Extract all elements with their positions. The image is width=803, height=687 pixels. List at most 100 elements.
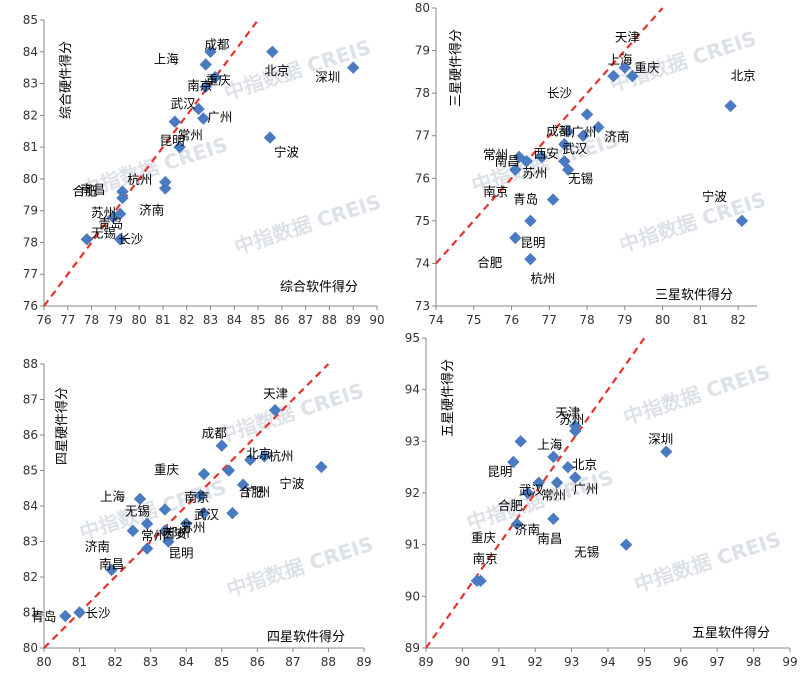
data-label: 重庆: [206, 73, 232, 88]
x-tick-label: 90: [369, 313, 384, 327]
data-point: [197, 467, 211, 481]
data-label: 济南: [85, 539, 110, 554]
x-axis-label: 综合软件得分: [280, 279, 358, 295]
data-label: 宁波: [702, 189, 728, 204]
data-point: [204, 45, 217, 58]
data-point: [509, 231, 522, 245]
x-tick-label: 77: [542, 313, 557, 327]
data-point: [80, 233, 94, 246]
data-label: 上海: [607, 52, 633, 67]
y-tick-label: 84: [23, 45, 38, 59]
y-tick-label: 80: [415, 1, 430, 15]
x-tick-label: 80: [132, 313, 147, 327]
x-tick-label: 79: [617, 313, 632, 327]
x-tick-label: 88: [321, 655, 336, 669]
data-label: 昆明: [160, 133, 185, 148]
data-label: 苏州: [91, 205, 116, 220]
data-point: [126, 524, 140, 538]
x-tick-label: 78: [84, 313, 99, 327]
data-label: 北京: [246, 446, 271, 461]
data-label: 苏州: [559, 412, 584, 427]
data-point: [105, 563, 118, 577]
y-axis-label: 综合硬件得分: [58, 41, 74, 119]
data-label: 武汉: [194, 507, 220, 522]
data-point: [59, 609, 72, 623]
y-tick-label: 75: [415, 214, 430, 228]
x-axis-label: 四星软件得分: [267, 629, 345, 645]
data-label: 无锡: [125, 504, 150, 519]
y-tick-label: 95: [405, 331, 420, 345]
watermark-text: 中指数据 CREIS: [631, 527, 784, 597]
y-tick-label: 80: [23, 641, 38, 655]
data-point: [133, 492, 147, 506]
data-point: [521, 486, 535, 500]
data-label: 广州: [245, 485, 270, 500]
data-label: 重庆: [634, 60, 660, 75]
data-label: 南昌: [495, 153, 520, 168]
y-tick-label: 78: [23, 235, 38, 249]
data-point: [158, 503, 172, 516]
y-tick-label: 90: [405, 589, 420, 603]
data-label: 北京: [731, 68, 756, 83]
data-label: 南昌: [99, 557, 124, 572]
data-point: [162, 535, 175, 548]
x-tick-label: 76: [504, 313, 519, 327]
data-point: [168, 115, 182, 128]
x-tick-label: 85: [250, 313, 265, 327]
data-point: [535, 150, 548, 164]
data-label: 杭州: [268, 448, 293, 463]
x-tick-label: 94: [600, 655, 615, 669]
data-point: [569, 471, 582, 484]
y-tick-label: 82: [23, 108, 38, 122]
data-label: 青岛: [513, 192, 538, 207]
y-axis-label: 四星硬件得分: [54, 387, 70, 465]
data-point: [620, 538, 633, 551]
data-label: 成都: [205, 37, 231, 52]
data-point: [524, 252, 537, 266]
data-label: 天津: [615, 30, 640, 45]
y-tick-label: 77: [23, 267, 38, 281]
x-tick-label: 80: [36, 655, 51, 669]
y-tick-label: 89: [405, 641, 420, 655]
x-tick-label: 88: [322, 313, 337, 327]
data-label: 深圳: [315, 70, 340, 85]
data-point: [510, 517, 524, 531]
data-point: [550, 476, 564, 489]
data-point: [73, 606, 86, 619]
y-tick-label: 84: [23, 499, 38, 513]
y-tick-label: 92: [405, 486, 420, 500]
y-tick-label: 74: [415, 256, 430, 270]
data-label: 南京: [483, 184, 508, 199]
data-point: [607, 69, 620, 83]
data-point: [569, 419, 582, 433]
x-tick-label: 82: [179, 313, 194, 327]
data-label: 长沙: [86, 606, 112, 621]
data-point: [194, 489, 207, 502]
data-point: [199, 58, 212, 71]
data-label: 常州: [483, 147, 508, 162]
data-label: 武汉: [171, 96, 197, 111]
data-label: 重庆: [154, 462, 180, 477]
x-tick-label: 82: [107, 655, 122, 669]
x-tick-label: 95: [637, 655, 652, 669]
data-label: 长沙: [118, 231, 144, 246]
data-label: 杭州: [127, 172, 152, 187]
data-label: 昆明: [520, 235, 545, 250]
y-tick-label: 77: [415, 129, 430, 143]
x-tick-label: 84: [179, 655, 194, 669]
data-point: [140, 517, 154, 530]
x-tick-label: 86: [274, 313, 289, 327]
data-point: [158, 524, 172, 538]
x-axis-label: 五星软件得分: [692, 625, 770, 641]
y-tick-label: 81: [23, 140, 38, 154]
data-point: [215, 439, 228, 452]
x-tick-label: 89: [356, 655, 371, 669]
y-tick-label: 83: [23, 77, 38, 91]
watermark-text: 中指数据 CREIS: [224, 532, 377, 602]
data-label: 上海: [100, 489, 126, 504]
x-tick-label: 79: [108, 313, 123, 327]
data-label: 长沙: [547, 85, 573, 100]
